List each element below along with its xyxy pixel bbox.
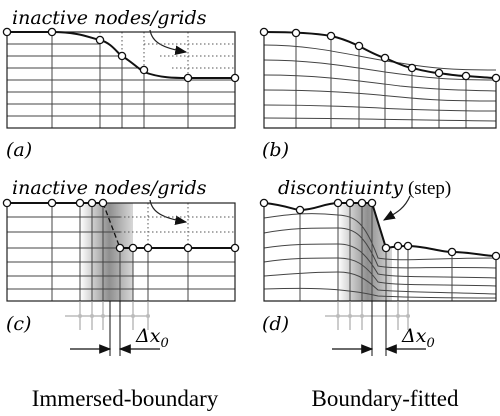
panel-d-grid <box>263 203 497 301</box>
panel-a-active-grid <box>7 32 235 128</box>
panel-d-frame <box>263 203 497 302</box>
panel-c: inactive nodes/grids <box>2 177 240 356</box>
panel-a-note: inactive nodes/grids <box>12 7 207 29</box>
panel-a-nodes <box>2 27 240 83</box>
panel-d: discontiuinty (step) <box>259 177 500 356</box>
panel-b-tag: (b) <box>262 139 289 161</box>
panel-d-tag: (d) <box>262 313 289 335</box>
panel-c-step-dashed <box>102 202 121 249</box>
panel-d-shade <box>338 203 392 301</box>
footer-right-caption: Boundary-fitted <box>312 386 459 411</box>
footer-left-caption: Immersed-boundary <box>32 386 219 411</box>
panel-c-nodes <box>2 198 240 253</box>
panel-d-projection <box>325 301 410 356</box>
panel-d-callout-arrow <box>382 195 411 221</box>
panel-d-note: discontiuinty (step) <box>278 177 451 199</box>
panel-c-dx-label: Δx0 <box>135 325 169 351</box>
panel-c-tag: (c) <box>6 313 31 335</box>
panel-c-note: inactive nodes/grids <box>12 177 207 199</box>
panel-a-tag: (a) <box>6 139 32 161</box>
panel-d-dx-label: Δx0 <box>401 325 435 351</box>
panel-a-callout-arrow <box>149 29 188 55</box>
panel-b-frame <box>263 32 497 129</box>
panel-b-grid <box>263 32 497 128</box>
panel-b-nodes <box>259 27 500 83</box>
panel-b: (b) <box>259 27 500 161</box>
panel-c-active-grid <box>7 203 235 301</box>
panel-c-shade <box>80 203 133 301</box>
panel-a: inactive nodes/grids <box>2 7 240 161</box>
panel-c-inactive-grid <box>120 202 236 248</box>
